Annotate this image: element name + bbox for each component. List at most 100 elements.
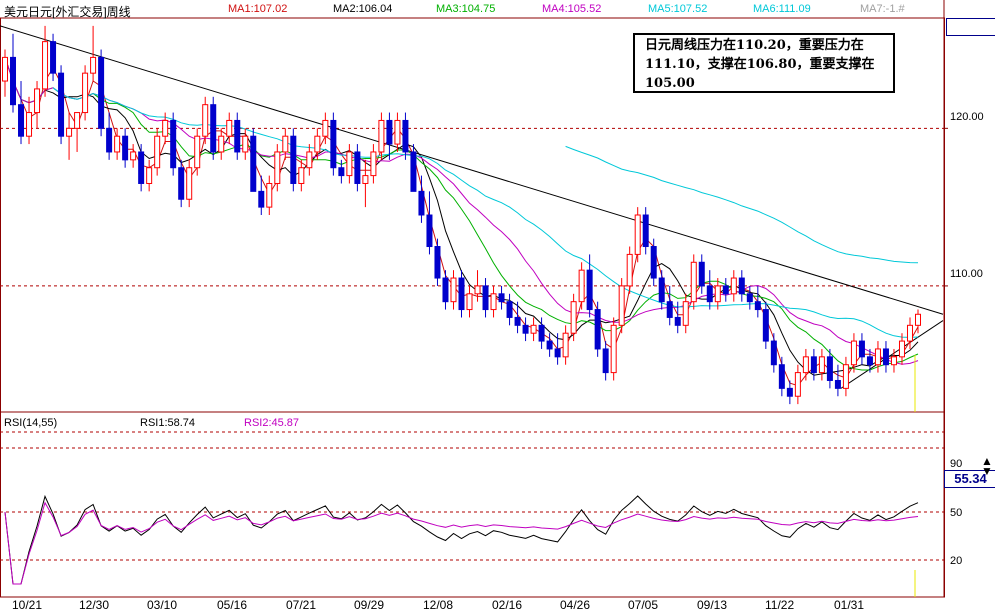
candle-body (122, 135, 129, 161)
candle-body (370, 151, 377, 177)
candle-body (226, 119, 233, 137)
ma2-line (4, 57, 919, 376)
x-label: 04/26 (560, 598, 591, 612)
candle-body (530, 324, 537, 334)
candle-body (546, 340, 553, 350)
ma5-line (52, 87, 919, 338)
rsi-label-90: 90 (950, 458, 963, 470)
candle-body (730, 277, 737, 295)
annotation-line-3: 105.00 (645, 76, 695, 91)
rsi-label-50: 50 (950, 507, 963, 519)
candle-body (642, 214, 649, 248)
x-label: 05/16 (217, 598, 248, 612)
candle-body (570, 301, 577, 334)
candle-body (50, 41, 57, 74)
candle-body (690, 261, 697, 303)
candle-body (282, 135, 289, 153)
ma4-line (4, 57, 919, 365)
candle-body (42, 41, 49, 90)
candle-body (186, 167, 193, 200)
ma6-line (565, 145, 919, 264)
candle-body (514, 316, 521, 326)
candle-body (26, 112, 33, 137)
ma7-label: MA7:-1.# (860, 3, 905, 15)
candle-body (882, 348, 889, 366)
candle-body (498, 293, 505, 303)
candle-body (562, 332, 569, 358)
x-label: 10/21 (12, 598, 43, 612)
candle-body (386, 119, 393, 145)
x-label: 02/16 (492, 598, 523, 612)
candle-body (178, 167, 185, 200)
candle-body (442, 277, 449, 303)
chart-title: 美元日元[外汇交易]周线 (4, 5, 131, 19)
candle-body (538, 324, 545, 342)
candle-body (850, 340, 857, 366)
candle-body (106, 127, 113, 153)
candle-body (810, 356, 817, 374)
candle-body (866, 356, 873, 366)
resize-arrows-icon[interactable]: ▲ ▼ (981, 454, 993, 478)
trendline (840, 320, 944, 389)
candle-body (402, 119, 409, 153)
candle-body (466, 293, 473, 311)
candle-body (290, 135, 297, 184)
candle-body (786, 387, 793, 397)
candle-body (890, 356, 897, 366)
candle-body (610, 324, 617, 374)
candle-body (34, 88, 41, 114)
candle-body (826, 356, 833, 381)
ma5-label: MA5:107.52 (648, 3, 708, 15)
candle-body (490, 293, 497, 311)
candle-body (250, 135, 257, 192)
x-label: 07/05 (628, 598, 659, 612)
candle-body (154, 135, 161, 169)
candle-body (450, 277, 457, 303)
annotation-line-1: 日元周线压力在110.20，重要压力在 (645, 38, 864, 53)
candle-body (586, 269, 593, 311)
candle-body (650, 246, 657, 279)
candle-body (354, 151, 361, 184)
candle-body (906, 324, 913, 342)
candle-body (506, 301, 513, 318)
candle-body (434, 246, 441, 279)
candle-body (762, 309, 769, 342)
candle-body (594, 309, 601, 350)
candle-body (674, 316, 681, 326)
candle-body (130, 151, 137, 161)
corner-box (946, 18, 995, 36)
x-label: 11/22 (765, 598, 795, 612)
candle-body (114, 135, 121, 153)
candle-body (274, 151, 281, 184)
candle-body (202, 104, 209, 137)
candle-body (618, 285, 625, 326)
candle-body (66, 127, 73, 137)
candle-body (330, 119, 337, 169)
candle-body (90, 56, 97, 74)
candle-body (578, 269, 585, 303)
rsi-label-20: 20 (950, 555, 963, 567)
trendline (0, 25, 944, 315)
candle-body (554, 348, 561, 358)
candle-body (234, 119, 241, 153)
x-label: 01/31 (834, 598, 865, 612)
ma1-label: MA1:107.02 (228, 3, 288, 15)
candle-body (346, 151, 353, 177)
candle-body (834, 379, 841, 389)
candle-body (362, 175, 369, 184)
candle-body (10, 56, 17, 106)
candle-body (666, 301, 673, 318)
rsi2-line (4, 501, 919, 585)
candle-body (98, 56, 105, 129)
candle-body (714, 285, 721, 303)
candle-body (138, 151, 145, 184)
candle-body (82, 72, 89, 114)
y-label-120: 120.00 (950, 111, 984, 123)
candle-body (194, 135, 201, 169)
candle-body (74, 112, 81, 129)
candle-body (298, 167, 305, 184)
candle-body (306, 151, 313, 169)
candle-body (410, 151, 417, 192)
candle-body (162, 119, 169, 137)
candle-body (146, 167, 153, 184)
